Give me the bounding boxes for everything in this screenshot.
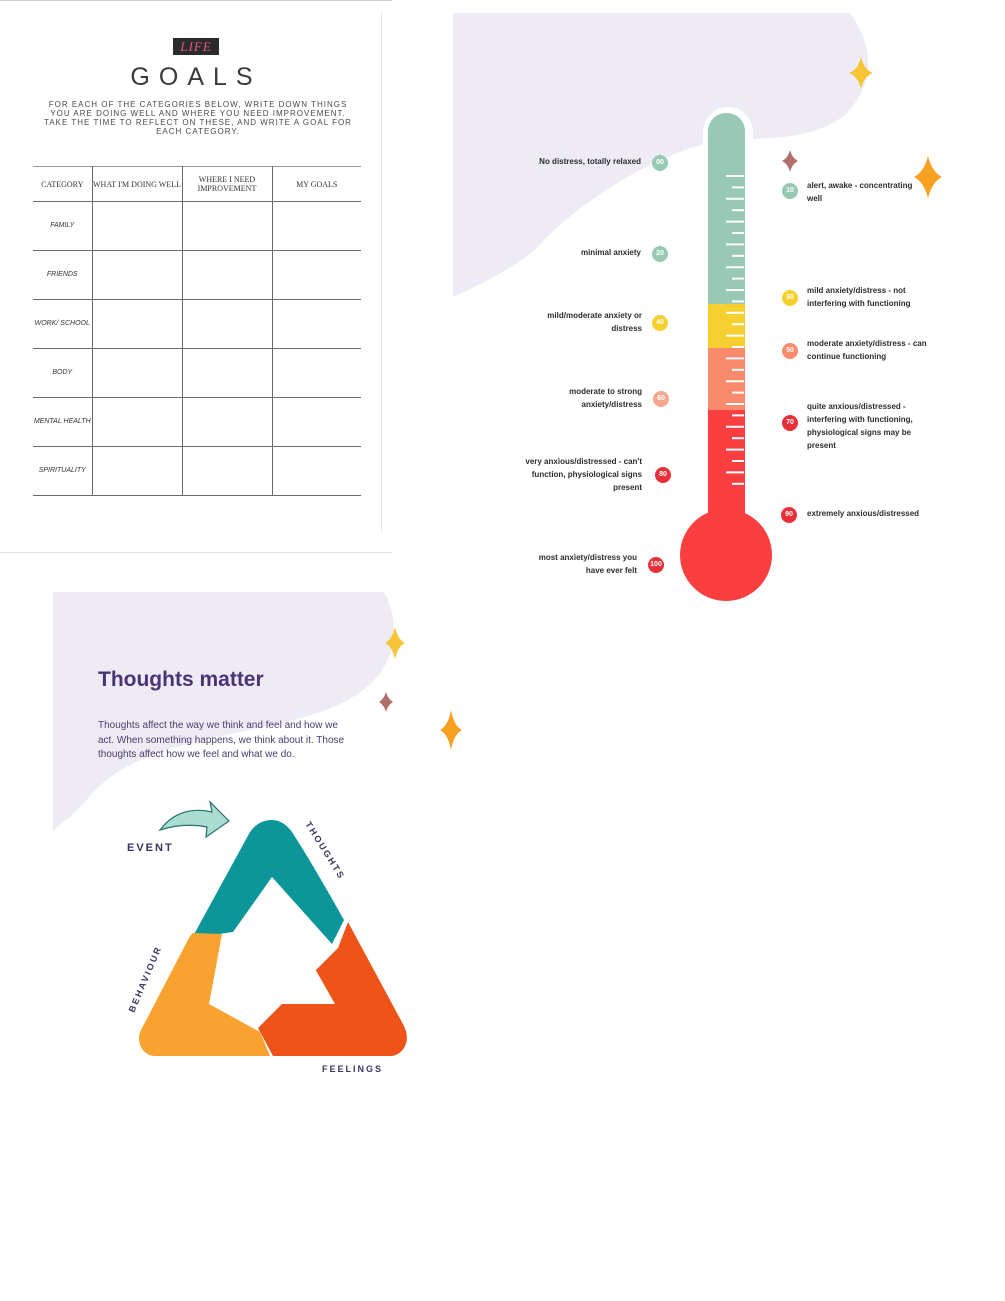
level-label-90: extremely anxious/distressed [807, 509, 920, 518]
level-label-50: moderate anxiety/distress - can continue… [807, 339, 927, 361]
level-badge-20: 20 [652, 246, 668, 262]
thoughts-body: Thoughts affect the way we think and fee… [98, 720, 345, 760]
level-badge-100: 100 [648, 557, 664, 573]
level-label-40: mild/moderate anxiety or distress [547, 311, 642, 333]
goal-cell[interactable] [271, 397, 361, 447]
table-row: SPIRITUALITY [33, 446, 361, 496]
column-header-doing-well: WHAT I'M DOING WELL [91, 166, 183, 202]
category-family: FAMILY [33, 201, 93, 251]
feelings-label: FEELINGS [322, 1064, 383, 1074]
level-label-30: mild anxiety/distress - not interfering … [807, 286, 911, 308]
improvement-cell[interactable] [181, 299, 273, 349]
page-edge-right [381, 12, 382, 532]
sparkle-icon [914, 156, 942, 198]
level-badge-10: 10 [782, 183, 798, 199]
doing-well-cell[interactable] [91, 299, 183, 349]
level-label-00: No distress, totally relaxed [539, 157, 641, 166]
center-triangle [209, 893, 335, 1004]
table-row: FAMILY [33, 201, 361, 251]
level-label-10: alert, awake - concentrating well [807, 181, 913, 203]
level-badge-60: 60 [653, 391, 669, 407]
category-body: BODY [33, 348, 93, 398]
thoughts-arrow-segment [192, 820, 344, 944]
doing-well-cell[interactable] [91, 201, 183, 251]
level-badge-90: 90 [781, 507, 797, 523]
sparkle-icon [782, 150, 798, 172]
goal-cell[interactable] [271, 299, 361, 349]
thoughts-title: Thoughts matter [98, 668, 264, 691]
level-label-100: most anxiety/distress you have ever felt [538, 553, 637, 575]
thermometer-tube-red [708, 410, 745, 525]
category-spirituality: SPIRITUALITY [33, 446, 93, 496]
sparkle-icon [379, 692, 393, 712]
sparkle-icon [440, 710, 462, 750]
thermometer-bulb [680, 509, 772, 601]
event-arrow-icon [158, 800, 230, 839]
life-badge: LIFE [173, 38, 219, 55]
improvement-cell[interactable] [181, 446, 273, 496]
goal-cell[interactable] [271, 201, 361, 251]
table-row: BODY [33, 348, 361, 398]
feelings-arrow-segment [258, 917, 407, 1056]
improvement-cell[interactable] [181, 348, 273, 398]
doing-well-cell[interactable] [91, 250, 183, 300]
table-row: WORK/ SCHOOL [33, 299, 361, 349]
level-label-60: moderate to strong anxiety/distress [569, 387, 642, 409]
goals-instructions: FOR EACH OF THE CATEGORIES BELOW, WRITE … [44, 100, 352, 136]
goals-table: CATEGORY WHAT I'M DOING WELL WHERE I NEE… [33, 166, 361, 496]
background-blob [53, 592, 395, 830]
goals-title: GOALS [130, 63, 262, 91]
improvement-cell[interactable] [181, 397, 273, 447]
goal-cell[interactable] [271, 446, 361, 496]
sparkle-icon [385, 627, 405, 659]
level-label-70: quite anxious/distressed - interfering w… [807, 402, 913, 450]
improvement-cell[interactable] [181, 201, 273, 251]
level-badge-40: 40 [652, 315, 668, 331]
level-badge-80: 80 [655, 467, 671, 483]
category-friends: FRIENDS [33, 250, 93, 300]
improvement-cell[interactable] [181, 250, 273, 300]
goal-cell[interactable] [271, 348, 361, 398]
category-mental-health: MENTAL HEALTH [33, 397, 93, 447]
anxiety-thermometer-graphic [453, 13, 942, 601]
column-header-goals: MY GOALS [271, 166, 361, 202]
page-edge-bottom [0, 552, 392, 553]
thoughts-matter-graphic: EVENT THOUGHTS FEELINGS BEHAVIOUR [53, 592, 462, 1074]
level-badge-30: 30 [782, 290, 798, 306]
doing-well-cell[interactable] [91, 348, 183, 398]
page-edge-top [0, 0, 392, 1]
level-label-20: minimal anxiety [580, 248, 641, 257]
column-header-improvement: WHERE I NEED IMPROVEMENT [181, 166, 273, 202]
goal-cell[interactable] [271, 250, 361, 300]
thermometer-ticks [726, 175, 744, 485]
level-label-80: very anxious/distressed - can't function… [525, 457, 642, 492]
thermometer-tube-salmon [708, 348, 745, 410]
table-row: MENTAL HEALTH [33, 397, 361, 447]
table-row: FRIENDS [33, 250, 361, 300]
column-header-category: CATEGORY [33, 166, 93, 202]
event-label: EVENT [127, 842, 174, 854]
doing-well-cell[interactable] [91, 397, 183, 447]
life-goals-worksheet: LIFE GOALS FOR EACH OF THE CATEGORIES BE… [0, 0, 392, 553]
goals-table-header: CATEGORY WHAT I'M DOING WELL WHERE I NEE… [33, 166, 361, 202]
sparkle-icon [849, 57, 873, 89]
doing-well-cell[interactable] [91, 446, 183, 496]
level-badge-70: 70 [782, 415, 798, 431]
thermometer-tube-yellow [708, 304, 745, 348]
level-badge-00: 00 [652, 155, 668, 171]
category-work-school: WORK/ SCHOOL [33, 299, 93, 349]
level-badge-50: 50 [782, 343, 798, 359]
behaviour-arrow-segment [138, 933, 270, 1056]
